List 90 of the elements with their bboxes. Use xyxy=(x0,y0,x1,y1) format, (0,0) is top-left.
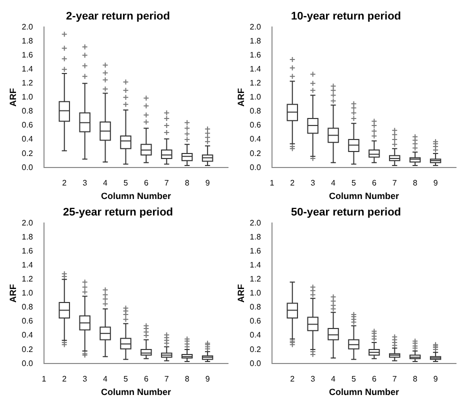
x-tick-label: 9 xyxy=(205,178,210,188)
x-tick-label: 9 xyxy=(205,374,210,384)
x-tick-label: 6 xyxy=(144,374,149,384)
x-tick-label: 6 xyxy=(144,178,149,188)
y-axis-title: ARF xyxy=(236,284,246,303)
y-tick-label: 1.8 xyxy=(250,36,262,46)
y-tick-label: 0.2 xyxy=(22,344,34,354)
x-tick-label: 7 xyxy=(392,178,398,188)
y-tick-label: 0.6 xyxy=(22,316,34,326)
y-tick-label: 1.4 xyxy=(250,260,262,270)
x-tick-label: 1 xyxy=(42,374,47,384)
x-tick-label: 2 xyxy=(290,374,296,384)
y-axis-title: ARF xyxy=(8,284,18,303)
x-tick-label: 3 xyxy=(310,374,316,384)
y-tick-label: 1.2 xyxy=(22,78,34,88)
x-tick-label: 3 xyxy=(82,374,88,384)
x-tick-label: 5 xyxy=(124,374,129,384)
x-tick-label: 2 xyxy=(62,374,68,384)
y-tick-label: 0.2 xyxy=(250,344,262,354)
y-tick-label: 0.0 xyxy=(22,358,34,368)
y-tick-label: 0.0 xyxy=(250,358,262,368)
y-tick-label: 0.6 xyxy=(250,120,262,130)
x-tick-label: 5 xyxy=(352,374,357,384)
x-tick-label: 4 xyxy=(331,374,336,384)
y-tick-label: 0.4 xyxy=(250,330,262,340)
y-tick-label: 1.2 xyxy=(250,274,262,284)
x-axis-title: Column Number xyxy=(328,191,400,202)
x-tick-label: 2 xyxy=(62,178,68,188)
x-tick-label: 4 xyxy=(103,374,108,384)
y-tick-label: 1.6 xyxy=(22,50,34,60)
y-tick-label: 2.0 xyxy=(22,22,34,32)
x-tick-label: 3 xyxy=(82,178,88,188)
chart-title: 2-year return period xyxy=(66,10,170,23)
chart-title: 10-year return period xyxy=(290,10,402,23)
y-tick-label: 0.0 xyxy=(22,162,34,172)
y-tick-label: 1.6 xyxy=(250,50,262,60)
x-tick-label: 9 xyxy=(433,374,438,384)
y-tick-label: 0.8 xyxy=(22,302,34,312)
y-tick-label: 1.6 xyxy=(22,246,34,256)
chart-title: 25-year return period xyxy=(62,206,174,219)
y-axis-title: ARF xyxy=(236,88,246,107)
x-tick-label: 4 xyxy=(331,178,336,188)
y-tick-label: 0.8 xyxy=(250,106,262,116)
y-tick-label: 0.0 xyxy=(250,162,262,172)
x-axis-title: Column Number xyxy=(100,387,172,398)
y-tick-label: 1.0 xyxy=(22,288,34,298)
y-tick-label: 1.8 xyxy=(22,232,34,242)
x-tick-label: 7 xyxy=(392,374,398,384)
x-tick-label: 2 xyxy=(290,178,296,188)
x-tick-label: 8 xyxy=(412,178,418,188)
y-tick-label: 0.4 xyxy=(22,134,34,144)
x-tick-label: 1 xyxy=(270,178,275,188)
y-tick-label: 1.2 xyxy=(250,78,262,88)
y-tick-label: 0.2 xyxy=(22,148,34,158)
x-tick-label: 9 xyxy=(433,178,438,188)
x-tick-label: 5 xyxy=(352,178,357,188)
x-tick-label: 3 xyxy=(310,178,316,188)
x-tick-label: 5 xyxy=(124,178,129,188)
y-tick-label: 2.0 xyxy=(250,22,262,32)
y-tick-label: 2.0 xyxy=(22,218,34,228)
y-tick-label: 0.6 xyxy=(250,316,262,326)
chart-title: 50-year return period xyxy=(290,206,402,219)
y-tick-label: 1.4 xyxy=(22,64,34,74)
y-axis-title: ARF xyxy=(8,88,18,107)
y-tick-label: 1.4 xyxy=(22,260,34,270)
y-tick-label: 1.6 xyxy=(250,246,262,256)
y-tick-label: 0.2 xyxy=(250,148,262,158)
y-tick-label: 1.8 xyxy=(250,232,262,242)
x-tick-label: 8 xyxy=(184,178,190,188)
x-tick-label: 4 xyxy=(103,178,108,188)
y-tick-label: 0.8 xyxy=(22,106,34,116)
y-tick-label: 1.8 xyxy=(22,36,34,46)
x-tick-label: 8 xyxy=(184,374,190,384)
x-tick-label: 7 xyxy=(164,178,170,188)
x-axis-title: Column Number xyxy=(100,191,172,202)
y-tick-label: 0.8 xyxy=(250,302,262,312)
x-tick-label: 6 xyxy=(372,374,377,384)
y-tick-label: 2.0 xyxy=(250,218,262,228)
y-tick-label: 1.4 xyxy=(250,64,262,74)
y-tick-label: 1.0 xyxy=(250,288,262,298)
y-tick-label: 1.0 xyxy=(250,92,262,102)
y-tick-label: 0.4 xyxy=(250,134,262,144)
x-tick-label: 7 xyxy=(164,374,170,384)
y-tick-label: 0.6 xyxy=(22,120,34,130)
x-tick-label: 8 xyxy=(412,374,418,384)
y-tick-label: 0.4 xyxy=(22,330,34,340)
y-tick-label: 1.2 xyxy=(22,274,34,284)
x-axis-title: Column Number xyxy=(328,387,400,398)
y-tick-label: 1.0 xyxy=(22,92,34,102)
x-tick-label: 6 xyxy=(372,178,377,188)
